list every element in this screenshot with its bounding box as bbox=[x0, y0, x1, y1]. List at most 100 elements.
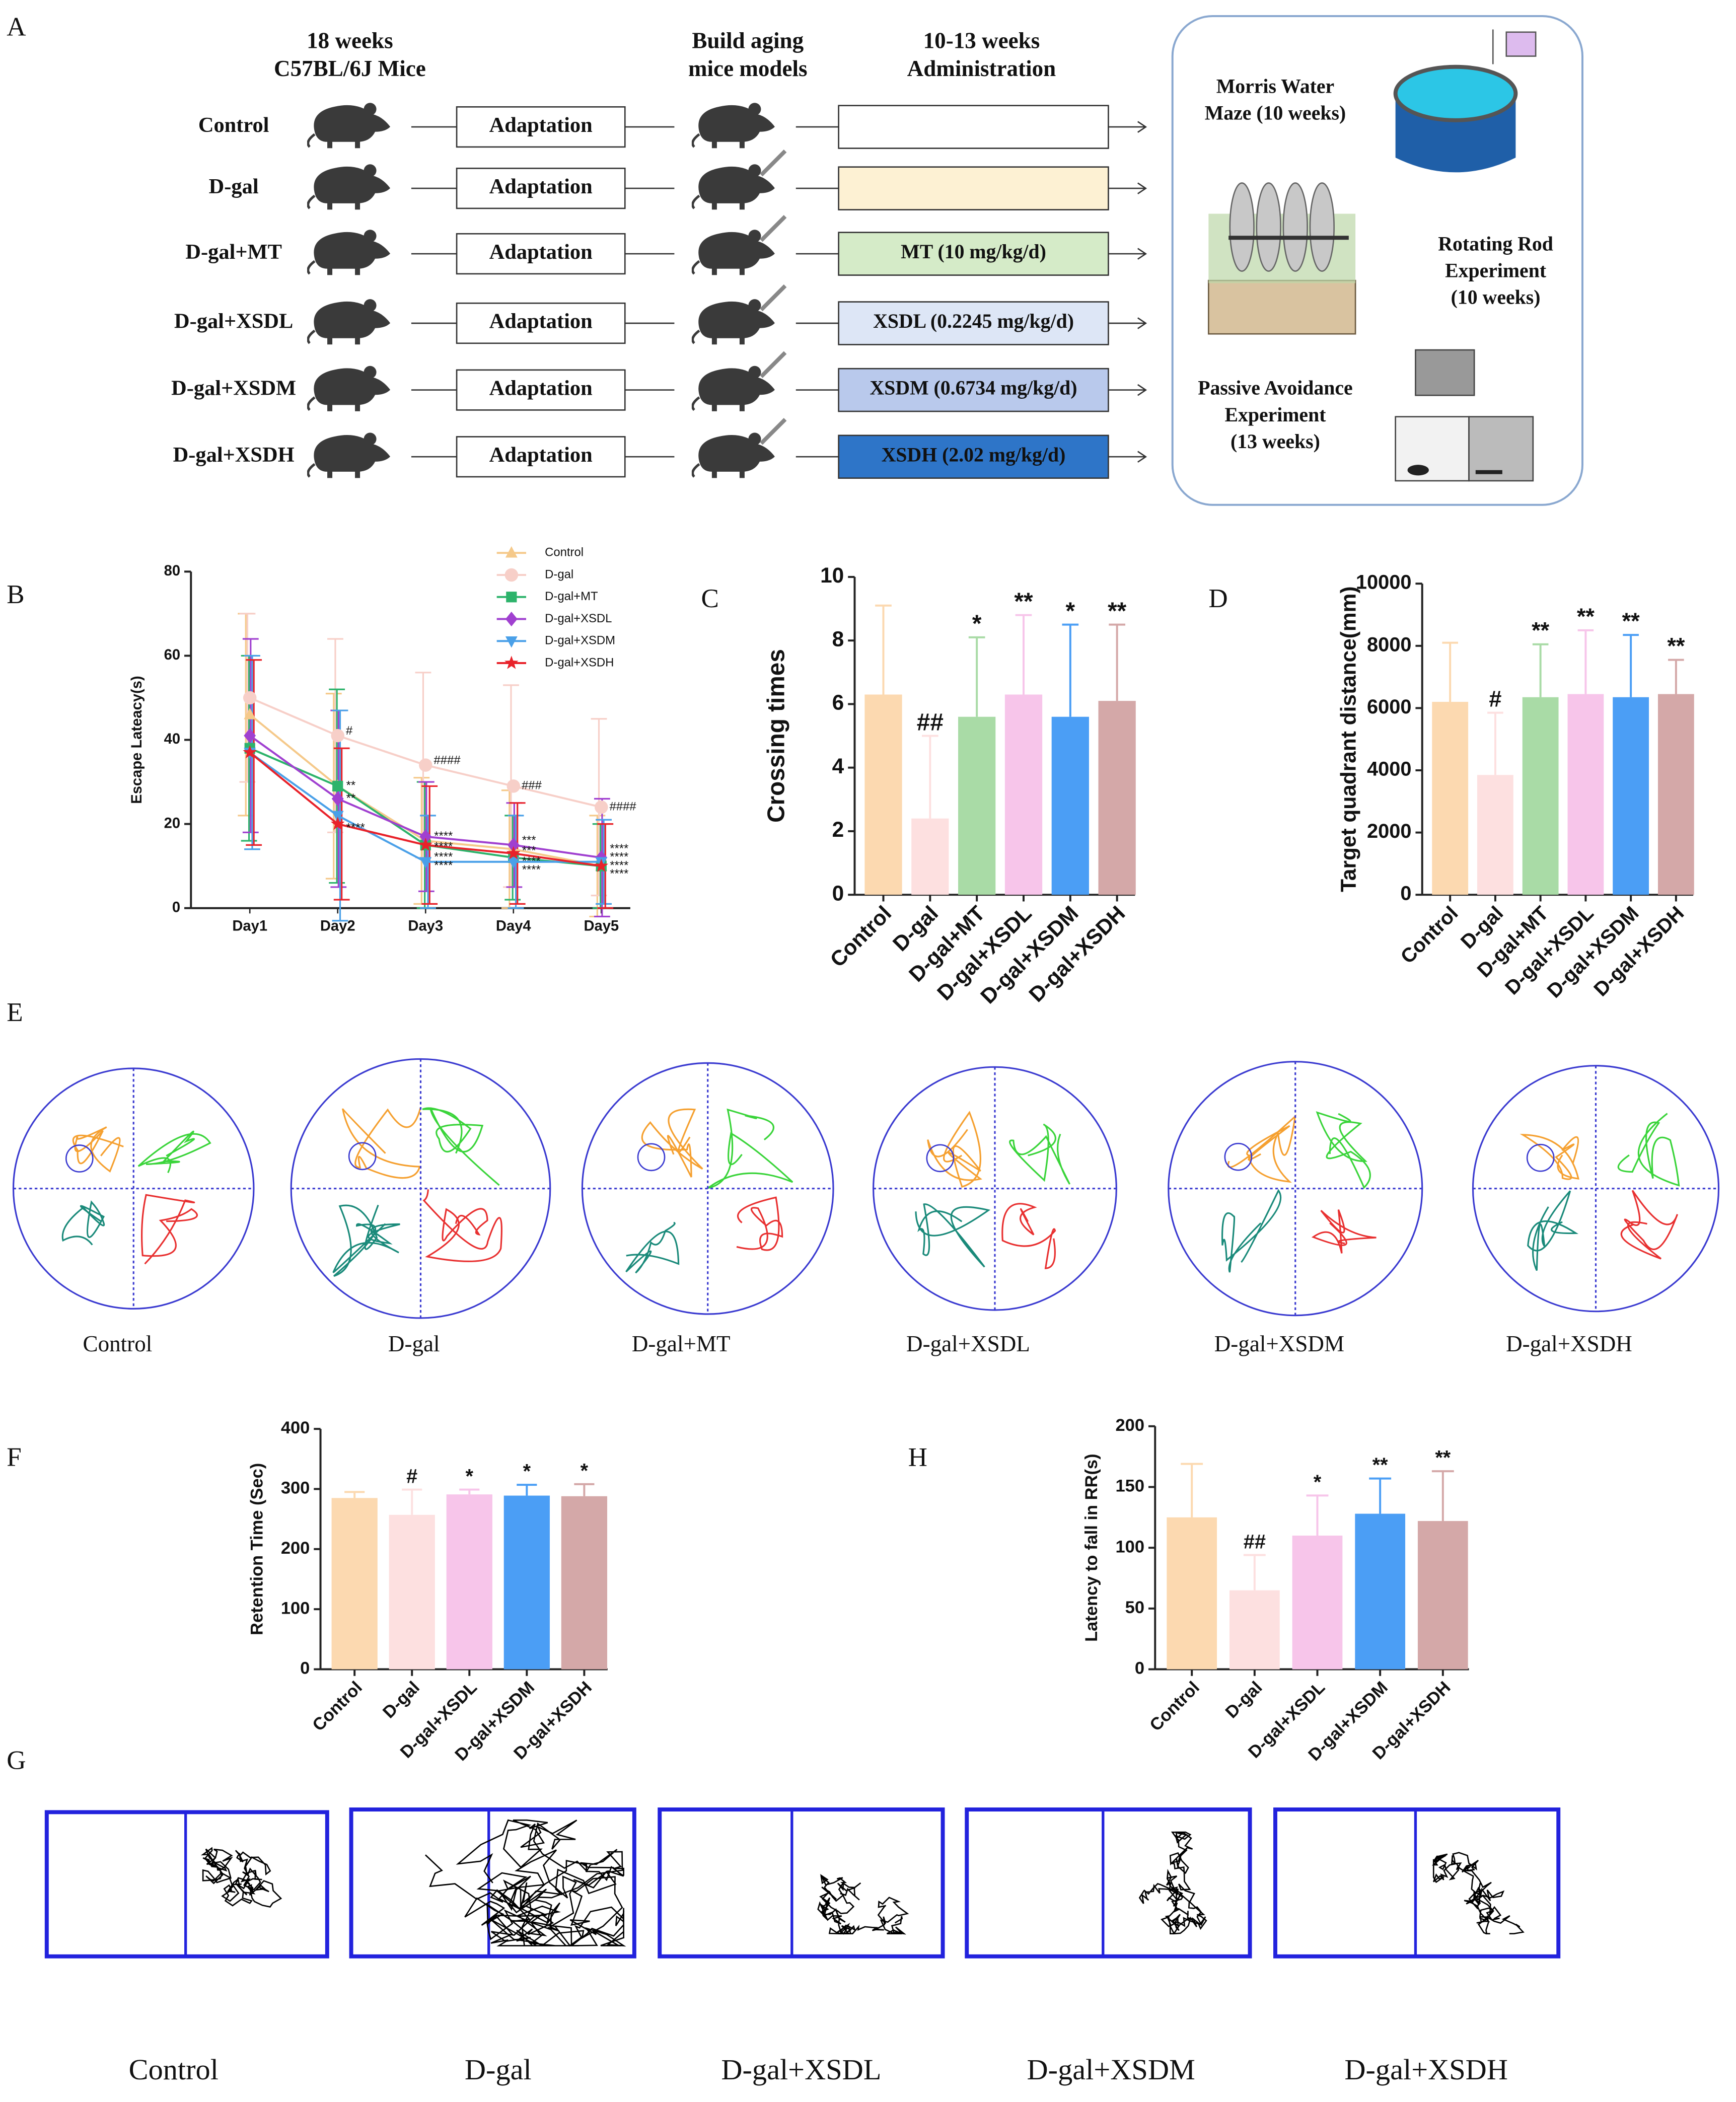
swim-path bbox=[1227, 1114, 1296, 1183]
marker bbox=[419, 857, 432, 869]
annotation: ** bbox=[346, 791, 355, 805]
significance: ** bbox=[1532, 618, 1550, 643]
marker bbox=[330, 817, 345, 830]
marker bbox=[418, 758, 432, 772]
significance: ** bbox=[1435, 1447, 1451, 1469]
treatment-box bbox=[838, 301, 1109, 345]
y-tick-label: 6 bbox=[832, 691, 844, 714]
marker bbox=[331, 811, 344, 823]
treatment-box bbox=[838, 434, 1109, 479]
y-tick-label: 4 bbox=[832, 754, 844, 778]
panel-letter: C bbox=[701, 584, 718, 613]
swim-path bbox=[141, 1194, 198, 1265]
annotation: **** bbox=[609, 867, 628, 881]
y-tick-label: 100 bbox=[1116, 1537, 1145, 1556]
swim-path bbox=[736, 1196, 783, 1251]
marker bbox=[244, 708, 256, 719]
group-label: D-gal+MT bbox=[185, 240, 281, 264]
test-label: Rotating Rod bbox=[1438, 233, 1553, 255]
mouse-track bbox=[200, 1847, 282, 1908]
swim-path bbox=[1527, 1190, 1578, 1271]
bar bbox=[1004, 694, 1043, 895]
annotation: **** bbox=[522, 854, 541, 868]
treatment-label: XSDH (2.02 mg/kg/d) bbox=[882, 444, 1066, 466]
panel-letter: H bbox=[908, 1442, 927, 1472]
swim-path bbox=[137, 1130, 211, 1174]
panel-letter: F bbox=[7, 1442, 22, 1472]
significance: ## bbox=[1244, 1531, 1266, 1553]
panel-letter: A bbox=[7, 13, 26, 42]
legend-label: D-gal bbox=[545, 567, 573, 581]
trajectory-label: D-gal bbox=[388, 1331, 440, 1356]
y-tick-label: 0 bbox=[1400, 883, 1411, 905]
test-label: Morris Water bbox=[1216, 75, 1334, 97]
swim-path bbox=[1221, 1189, 1282, 1273]
significance: ** bbox=[1667, 633, 1685, 659]
y-tick-label: 200 bbox=[1116, 1416, 1145, 1435]
bar bbox=[1522, 697, 1559, 895]
pool bbox=[873, 1066, 1117, 1311]
swim-path bbox=[1001, 1203, 1056, 1269]
swim-path bbox=[1520, 1134, 1579, 1180]
significance: * bbox=[1314, 1471, 1322, 1493]
significance: ** bbox=[1577, 604, 1595, 629]
error-bar bbox=[459, 1488, 480, 1495]
error-bar bbox=[1532, 643, 1549, 697]
bar bbox=[1292, 1536, 1343, 1670]
bar bbox=[911, 818, 949, 895]
bar bbox=[331, 1498, 378, 1670]
test-label: Experiment bbox=[1445, 259, 1547, 281]
arrow bbox=[1108, 248, 1147, 260]
step-label: Adaptation bbox=[489, 443, 593, 467]
significance: * bbox=[523, 1461, 531, 1483]
significance: # bbox=[1489, 686, 1501, 712]
marker bbox=[244, 728, 256, 743]
arrow bbox=[1108, 121, 1147, 133]
step-box bbox=[456, 167, 626, 209]
y-tick-label: 40 bbox=[164, 731, 180, 747]
error-bar bbox=[344, 1491, 365, 1498]
treatment-box bbox=[838, 368, 1109, 412]
group-label: Control bbox=[198, 113, 269, 137]
group-label: D-gal+XSDL bbox=[174, 310, 293, 333]
y-tick-label: 20 bbox=[164, 815, 180, 831]
mouse-track bbox=[1431, 1852, 1525, 1935]
swim-path bbox=[1617, 1113, 1680, 1187]
error-bar bbox=[517, 1484, 537, 1496]
platform bbox=[1526, 1143, 1555, 1172]
error-bar bbox=[1487, 711, 1503, 775]
error-bar bbox=[1243, 1554, 1266, 1590]
group-label: D-gal+XSDH bbox=[173, 443, 295, 467]
y-axis-label: Escape Lateacy(s) bbox=[129, 676, 145, 804]
error-bar bbox=[968, 636, 985, 717]
x-tick-label: Day4 bbox=[496, 918, 531, 934]
syringe bbox=[760, 284, 787, 312]
step-label: Adaptation bbox=[489, 113, 593, 137]
significance: ** bbox=[1108, 598, 1127, 624]
marker bbox=[331, 791, 344, 807]
bar bbox=[1613, 697, 1649, 895]
marker bbox=[595, 800, 608, 814]
error-bar bbox=[574, 1483, 595, 1496]
step-label: Adaptation bbox=[489, 175, 593, 198]
platform bbox=[926, 1144, 955, 1173]
mouse-track bbox=[1138, 1831, 1207, 1935]
x-tick-label: Day1 bbox=[232, 918, 267, 934]
panel-letter: G bbox=[7, 1746, 26, 1775]
error-bar bbox=[1109, 623, 1125, 701]
y-tick-label: 0 bbox=[300, 1659, 310, 1678]
header: Administration bbox=[907, 56, 1056, 81]
bar bbox=[864, 694, 902, 895]
y-axis-label: Target quadrant distance(mm) bbox=[1337, 587, 1360, 892]
annotation: #### bbox=[609, 800, 636, 814]
treatment-label: XSDL (0.2245 mg/kg/d) bbox=[873, 310, 1074, 332]
marker bbox=[419, 829, 432, 844]
trajectory-label: Control bbox=[83, 1331, 153, 1356]
y-tick-label: 2000 bbox=[1367, 820, 1411, 842]
bar bbox=[1167, 1517, 1217, 1670]
legend-label: D-gal+MT bbox=[545, 590, 598, 603]
y-tick-label: 0 bbox=[832, 881, 844, 905]
marker bbox=[243, 745, 257, 759]
y-tick-label: 0 bbox=[172, 899, 180, 915]
y-tick-label: 80 bbox=[164, 563, 180, 579]
